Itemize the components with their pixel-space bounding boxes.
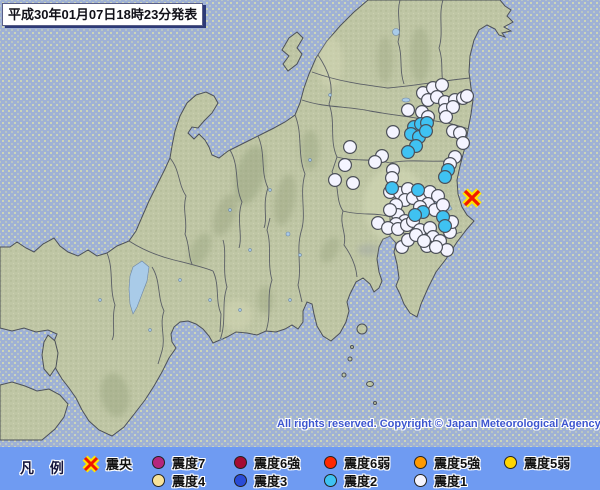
legend-item-震度6弱: 震度6弱	[324, 455, 391, 471]
prefecture-borders	[106, 0, 471, 365]
station-marker-intensity-2	[438, 219, 453, 234]
map-drawing	[0, 0, 514, 441]
legend-item-label: 震度6弱	[344, 455, 391, 471]
legend-item-震度6強: 震度6強	[234, 455, 301, 471]
legend-item-label: 震度5弱	[524, 455, 571, 471]
station-marker-intensity-1	[460, 88, 475, 103]
intensity-dot-icon	[414, 473, 427, 487]
legend-item-label: 震度1	[434, 473, 468, 489]
intensity-dot-icon	[414, 455, 427, 469]
station-marker-intensity-1	[446, 99, 461, 114]
intensity-dot-icon	[234, 473, 247, 487]
legend-item-震度4: 震度4	[152, 473, 206, 489]
station-marker-intensity-1	[417, 234, 432, 249]
station-marker-intensity-1	[343, 140, 358, 155]
legend-item-epicenter: 震央	[82, 454, 132, 473]
intensity-dot-icon	[324, 473, 337, 487]
legend-heading: 凡 例	[20, 460, 70, 476]
awaji-island	[41, 334, 59, 377]
legend-item-label: 震度2	[344, 473, 378, 489]
legend-bar: 凡 例 震央 震度7 震度6強 震度6弱 震度5強 震度5弱震度4 震度3 震度2 震度1	[0, 447, 600, 490]
station-marker-intensity-1	[401, 102, 416, 117]
intensity-dot-icon	[152, 455, 165, 469]
intensity-dot-icon	[152, 473, 165, 487]
legend-item-label: 震度5強	[434, 455, 481, 471]
station-marker-intensity-2	[401, 145, 416, 160]
izu-oshima	[356, 323, 368, 335]
station-marker-intensity-1	[386, 124, 401, 139]
station-marker-intensity-1	[435, 77, 450, 92]
station-marker-intensity-1	[439, 109, 454, 124]
copyright-notice: All rights reserved. Copyright © Japan M…	[277, 418, 600, 430]
station-marker-intensity-1	[436, 198, 451, 213]
station-marker-intensity-1	[328, 173, 343, 188]
legend-item-震度5強: 震度5強	[414, 455, 481, 471]
station-marker-intensity-2	[411, 183, 426, 198]
station-marker-intensity-1	[346, 176, 361, 191]
epicenter-x-icon	[82, 455, 100, 473]
sado-island	[281, 31, 304, 72]
legend-item-label: 震度7	[172, 455, 206, 471]
legend-item-震度3: 震度3	[234, 473, 288, 489]
intensity-dot-icon	[504, 455, 517, 469]
station-marker-intensity-1	[383, 203, 398, 218]
legend-item-震度5弱: 震度5弱	[504, 455, 571, 471]
announcement-banner: 平成30年01月07日18時23分発表	[2, 3, 204, 26]
station-marker-intensity-1	[368, 155, 383, 170]
landmass-islands	[0, 31, 377, 441]
station-marker-intensity-1	[338, 158, 353, 173]
epicenter-marker	[463, 189, 481, 207]
legend-item-震度2: 震度2	[324, 473, 378, 489]
legend-item-震度7: 震度7	[152, 455, 206, 471]
station-marker-intensity-2	[419, 123, 434, 138]
legend-item-label: 震度3	[254, 473, 288, 489]
legend-item-震度1: 震度1	[414, 473, 468, 489]
map-canvas[interactable]	[0, 0, 600, 447]
legend-item-label: 震度6強	[254, 455, 301, 471]
station-marker-intensity-1	[429, 240, 444, 255]
station-marker-intensity-2	[438, 170, 453, 185]
intensity-dot-icon	[324, 455, 337, 469]
landmass-honshu	[0, 0, 514, 437]
shikoku-corner	[0, 381, 69, 441]
intensity-dot-icon	[234, 455, 247, 469]
station-marker-intensity-2	[408, 208, 423, 223]
legend-epicenter-label: 震央	[106, 457, 133, 472]
station-marker-intensity-1	[456, 136, 471, 151]
legend-item-label: 震度4	[172, 473, 206, 489]
station-marker-intensity-2	[385, 181, 400, 196]
